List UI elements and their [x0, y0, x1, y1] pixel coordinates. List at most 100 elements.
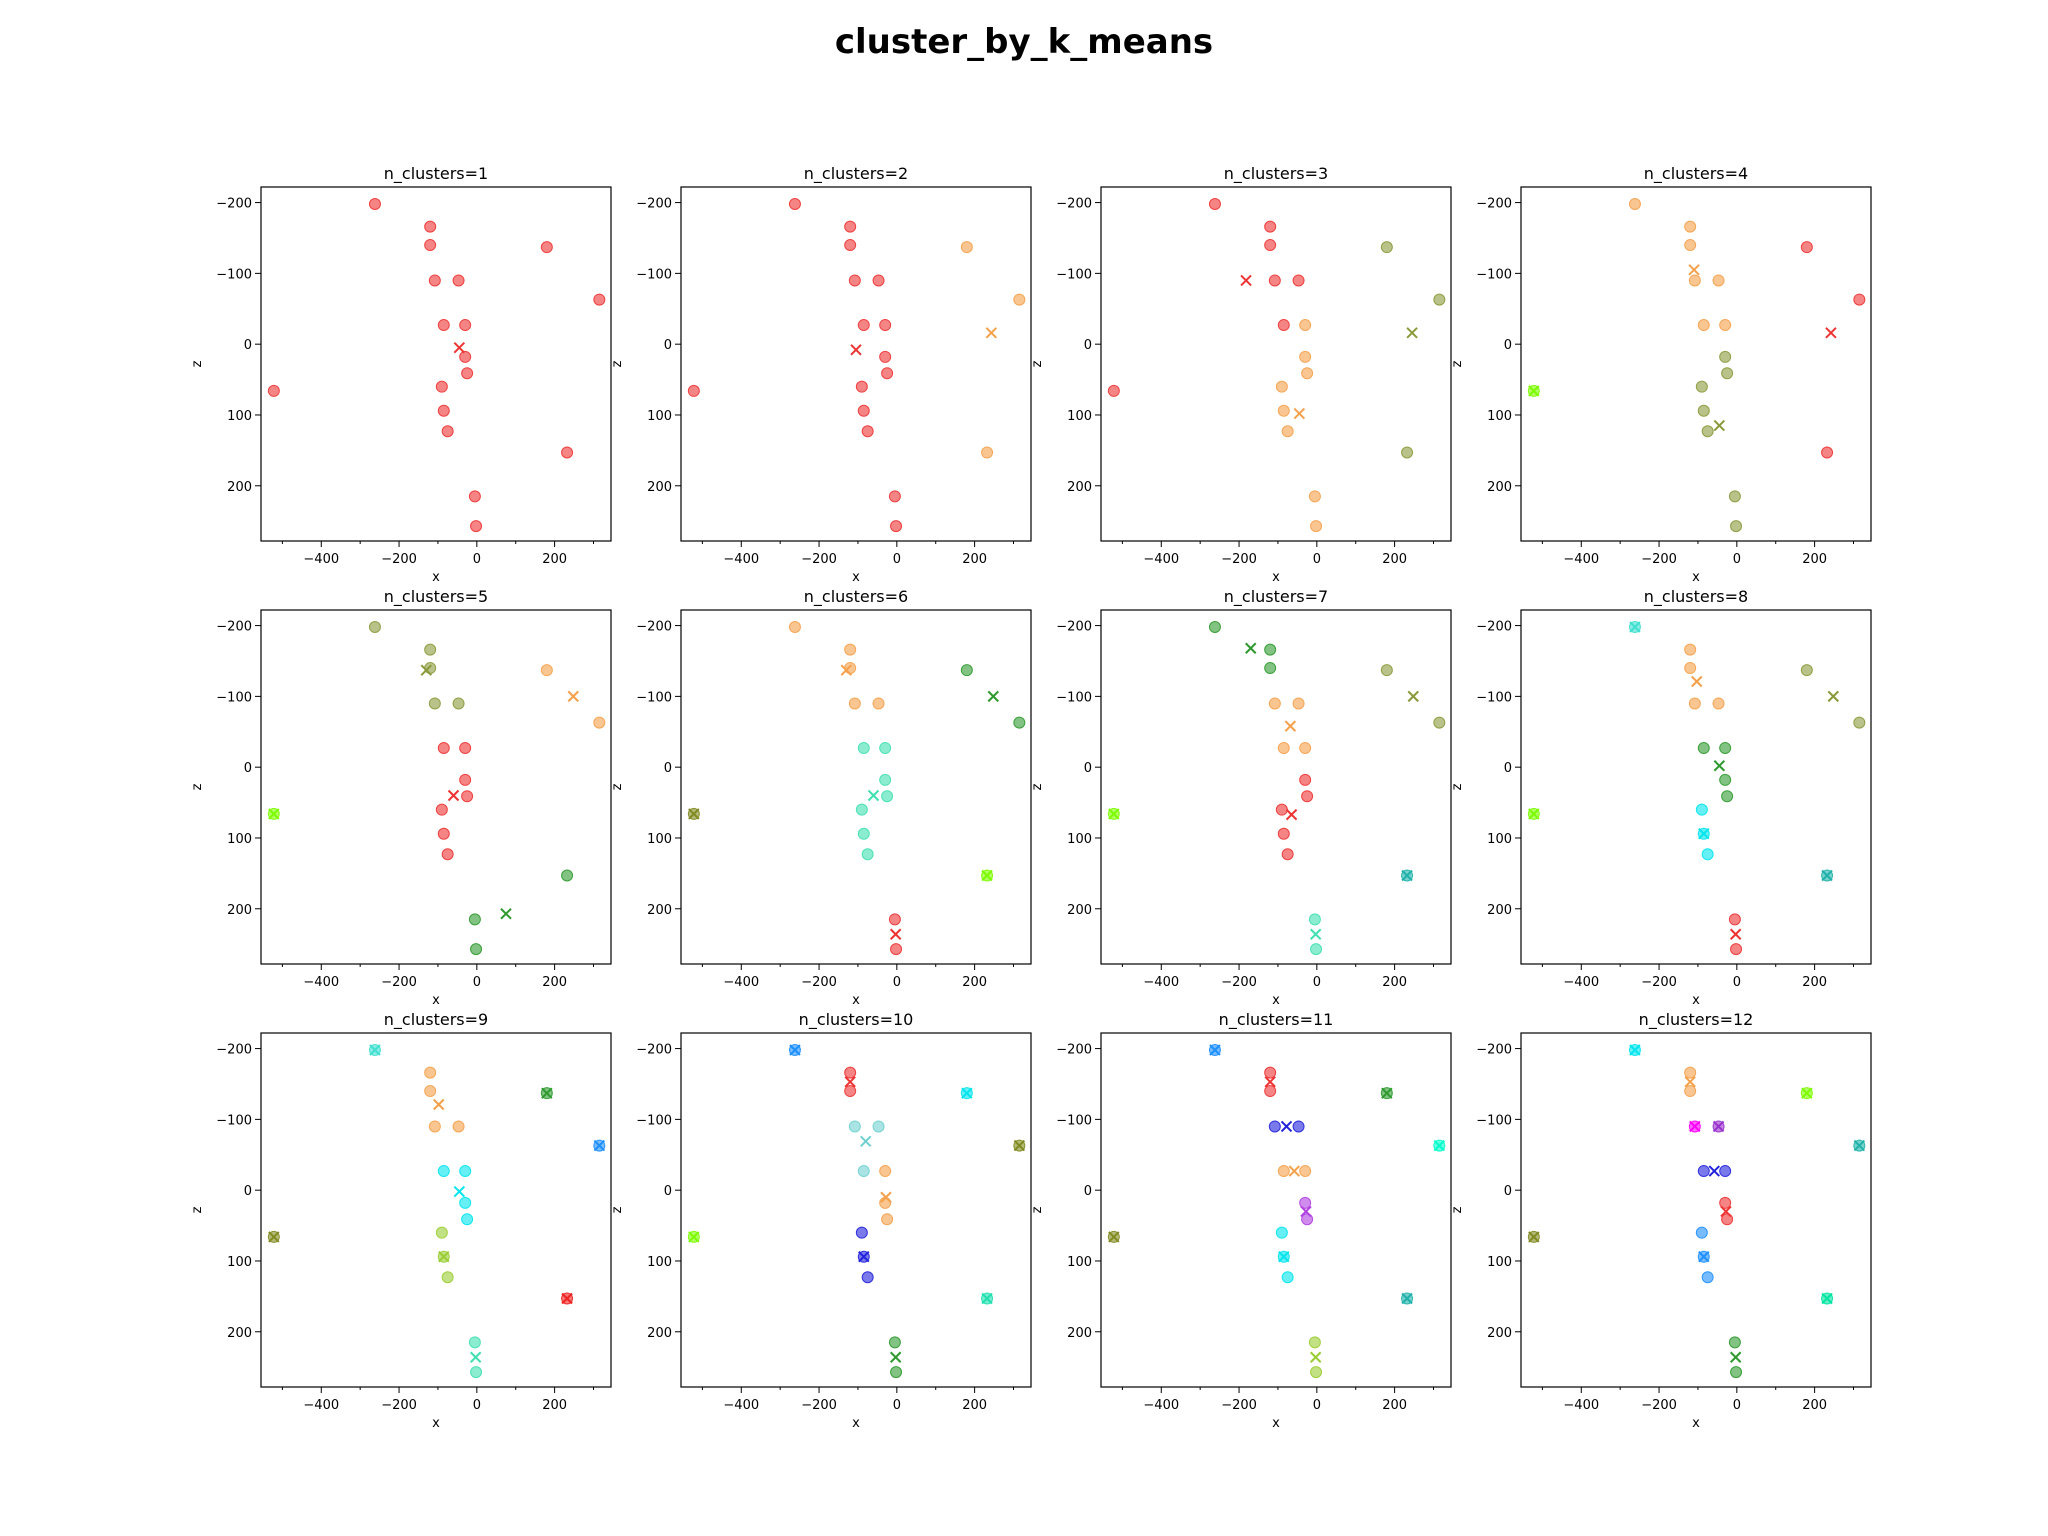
data-point	[981, 446, 994, 459]
x-tick-label: −200	[1221, 975, 1257, 990]
x-tick-label: 0	[473, 552, 481, 567]
data-point	[872, 274, 885, 287]
center-stroke	[688, 808, 700, 820]
subplot-title: n_clusters=9	[384, 1010, 488, 1030]
center-stroke	[1528, 1231, 1540, 1243]
center-stroke	[1720, 1205, 1732, 1218]
cluster-center-marker	[1708, 1165, 1720, 1177]
y-axis-label: z	[610, 1206, 625, 1213]
cluster-center-marker	[593, 1139, 606, 1152]
center-stroke	[1629, 621, 1641, 633]
data-point	[1264, 643, 1277, 656]
data-point	[437, 1165, 450, 1178]
data-point	[879, 319, 892, 332]
cluster-center-marker	[840, 664, 852, 676]
center-stroke	[1698, 1251, 1710, 1263]
data-point	[461, 367, 474, 380]
center-stroke	[1684, 1076, 1696, 1088]
data-point	[470, 1366, 483, 1379]
data-point	[267, 384, 280, 397]
subplot-title: n_clusters=2	[804, 164, 908, 184]
data-point	[452, 1120, 465, 1133]
data-point	[1208, 620, 1221, 633]
data-point	[1380, 241, 1393, 254]
data-point	[1730, 520, 1743, 533]
cluster-center-marker	[1264, 1076, 1276, 1088]
cluster-center-marker	[1698, 828, 1710, 840]
cluster-center-marker	[889, 928, 902, 940]
data-point	[879, 773, 892, 786]
data-point	[1701, 1271, 1714, 1284]
cluster-center-marker	[1280, 1120, 1293, 1133]
x-tick-label: 200	[1382, 975, 1407, 990]
y-tick-label: −200	[216, 1043, 252, 1058]
data-point	[593, 716, 606, 729]
data-point	[1684, 239, 1697, 252]
data-point	[1277, 827, 1290, 840]
axes-frame	[680, 1032, 1032, 1388]
center-stroke	[453, 342, 466, 354]
data-point	[879, 742, 892, 755]
data-point	[1728, 1336, 1741, 1349]
data-point	[1628, 197, 1641, 210]
cluster-center-marker	[1293, 407, 1306, 420]
y-tick-label: −200	[1056, 197, 1092, 212]
data-point	[1264, 1066, 1277, 1079]
axes-frame	[260, 186, 612, 542]
axes-frame	[1520, 1032, 1872, 1388]
y-axis-label: z	[610, 360, 625, 367]
y-tick-label: 200	[227, 1326, 252, 1341]
y-axis-label: z	[190, 360, 205, 367]
y-tick-label: 200	[1067, 1326, 1092, 1341]
y-tick-label: 200	[647, 1326, 672, 1341]
data-point	[459, 350, 472, 363]
x-axis-label: x	[432, 570, 440, 585]
center-stroke	[438, 1251, 450, 1263]
data-point	[561, 869, 574, 882]
data-point	[960, 241, 973, 254]
cluster-center-marker	[1300, 1205, 1312, 1218]
y-tick-label: 100	[227, 832, 252, 847]
x-tick-label: 0	[1733, 975, 1741, 990]
data-point	[1719, 773, 1732, 786]
data-point	[1308, 490, 1321, 503]
center-stroke	[1288, 1165, 1300, 1177]
data-point	[424, 662, 437, 675]
data-point	[1268, 1120, 1281, 1133]
y-tick-label: −100	[216, 1113, 252, 1128]
data-point	[1719, 1196, 1732, 1209]
data-point	[1292, 274, 1305, 287]
x-tick-label: −200	[381, 975, 417, 990]
subplot-title: n_clusters=8	[1644, 587, 1748, 607]
cluster-center-marker	[1853, 1139, 1866, 1152]
data-point	[1730, 943, 1743, 956]
x-tick-label: −400	[1143, 975, 1179, 990]
y-tick-label: 200	[1487, 480, 1512, 495]
data-point	[1299, 1196, 1312, 1209]
data-point	[424, 643, 437, 656]
cluster-center-marker	[858, 1251, 870, 1263]
y-tick-label: 0	[1504, 1184, 1512, 1199]
y-tick-label: 200	[1067, 903, 1092, 918]
y-tick-label: 100	[1487, 1255, 1512, 1270]
y-axis-label: z	[610, 783, 625, 790]
center-stroke	[889, 928, 902, 940]
y-tick-label: 200	[227, 480, 252, 495]
cluster-center-marker	[1245, 642, 1257, 654]
x-axis-label: x	[1272, 993, 1280, 1008]
y-tick-label: 100	[227, 1255, 252, 1270]
y-tick-label: 0	[664, 338, 672, 353]
center-stroke	[1284, 720, 1297, 732]
cluster-center-marker	[1713, 419, 1726, 432]
cluster-center-marker	[1801, 1087, 1813, 1099]
cluster-center-marker	[880, 1191, 892, 1203]
center-stroke	[1401, 1292, 1413, 1305]
cluster-center-marker	[1528, 385, 1540, 397]
center-stroke	[1309, 928, 1322, 940]
data-point	[1684, 1066, 1697, 1079]
cluster-center-marker	[1698, 1251, 1710, 1263]
data-point	[1701, 425, 1714, 438]
data-point	[861, 425, 874, 438]
cluster-center-marker	[268, 808, 280, 820]
data-point	[1684, 662, 1697, 675]
